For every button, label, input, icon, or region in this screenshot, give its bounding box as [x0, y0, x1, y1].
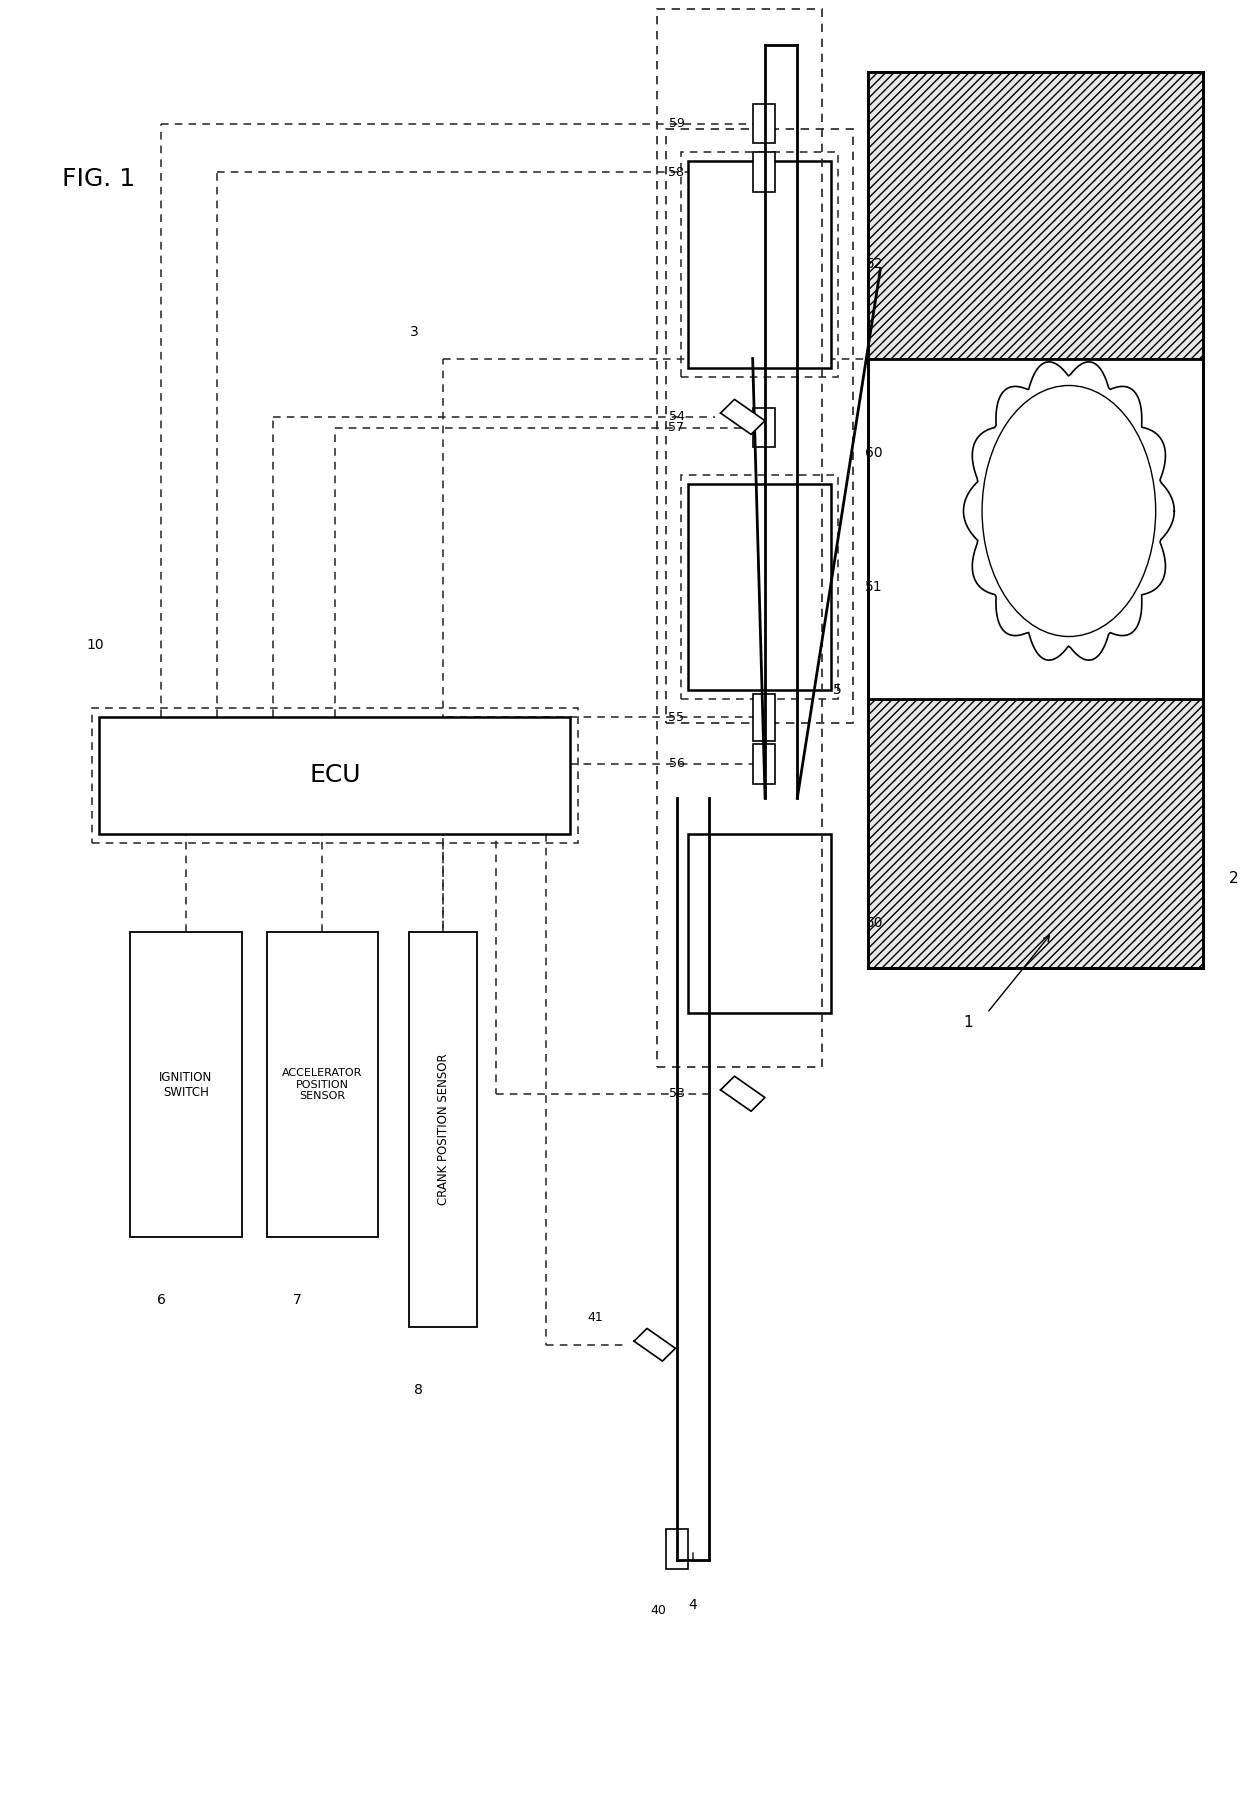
Polygon shape — [720, 400, 765, 434]
Bar — [868, 72, 1203, 968]
Text: ACCELERATOR
POSITION
SENSOR: ACCELERATOR POSITION SENSOR — [283, 1069, 362, 1101]
Text: 51: 51 — [866, 581, 883, 593]
Bar — [92, 708, 578, 843]
Text: 4: 4 — [688, 1598, 698, 1612]
Text: 40: 40 — [651, 1603, 666, 1617]
Text: 2: 2 — [1229, 871, 1239, 886]
Bar — [666, 129, 853, 723]
Text: 7: 7 — [293, 1293, 303, 1307]
Bar — [868, 359, 1203, 699]
Bar — [688, 161, 831, 368]
Bar — [753, 407, 775, 446]
Text: 3: 3 — [409, 325, 418, 339]
Text: 52: 52 — [866, 258, 883, 271]
Bar — [409, 932, 477, 1327]
Text: 57: 57 — [668, 421, 684, 434]
Text: FIG. 1: FIG. 1 — [62, 167, 135, 192]
Bar — [688, 834, 831, 1013]
Bar — [267, 932, 378, 1237]
Text: 6: 6 — [156, 1293, 166, 1307]
Bar — [753, 104, 775, 143]
Bar — [99, 717, 570, 834]
Bar — [681, 152, 838, 377]
Text: 54: 54 — [668, 411, 684, 423]
Text: 60: 60 — [866, 446, 883, 459]
Text: 58: 58 — [668, 165, 684, 179]
Text: 10: 10 — [87, 638, 104, 653]
Text: 56: 56 — [668, 757, 684, 771]
Text: ECU: ECU — [309, 764, 361, 787]
Text: IGNITION
SWITCH: IGNITION SWITCH — [160, 1070, 212, 1099]
Bar — [666, 1529, 688, 1569]
Circle shape — [1034, 461, 1104, 561]
Text: 1: 1 — [963, 1015, 973, 1029]
Text: 50: 50 — [866, 916, 883, 931]
Bar — [753, 744, 775, 784]
Text: 55: 55 — [668, 710, 684, 724]
Bar — [681, 475, 838, 699]
Bar — [688, 484, 831, 690]
Bar — [753, 694, 775, 741]
Text: 59: 59 — [668, 117, 684, 131]
Text: 41: 41 — [587, 1311, 603, 1325]
Text: CRANK POSITION SENSOR: CRANK POSITION SENSOR — [436, 1054, 450, 1205]
Bar — [868, 699, 1203, 968]
Text: 8: 8 — [414, 1382, 423, 1397]
Text: 5: 5 — [832, 683, 842, 697]
Bar — [657, 9, 822, 1067]
Bar — [868, 72, 1203, 359]
Circle shape — [982, 385, 1156, 637]
Bar — [753, 152, 775, 192]
Text: 53: 53 — [668, 1087, 684, 1101]
Polygon shape — [634, 1329, 676, 1361]
Bar — [130, 932, 242, 1237]
Polygon shape — [720, 1076, 765, 1112]
